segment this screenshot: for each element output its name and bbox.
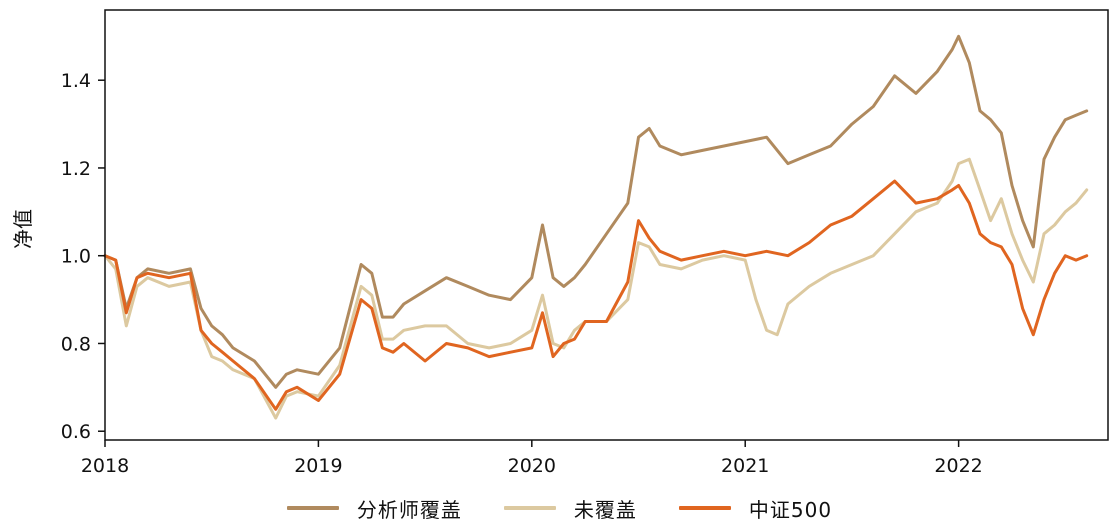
y-axis: 0.6 0.8 1.0 1.2 1.4 xyxy=(61,70,105,443)
legend-label: 分析师覆盖 xyxy=(356,497,462,522)
x-tick-label: 2022 xyxy=(934,455,982,477)
legend-label: 中证500 xyxy=(748,497,833,522)
x-tick-label: 2019 xyxy=(294,455,342,477)
x-axis: 2018 2019 2020 2021 2022 xyxy=(81,440,983,477)
plot-lines xyxy=(103,34,1089,420)
plot-frame xyxy=(104,9,1109,441)
legend-item: 中证500 xyxy=(678,494,833,523)
y-tick-label: 1.0 xyxy=(61,246,91,268)
legend-label: 未覆盖 xyxy=(573,497,637,522)
y-tick-label: 1.4 xyxy=(61,70,91,92)
y-tick-label: 0.8 xyxy=(61,333,91,355)
x-tick-label: 2020 xyxy=(508,455,556,477)
y-tick-label: 0.6 xyxy=(61,421,91,443)
legend: 分析师覆盖 未覆盖 中证500 xyxy=(0,488,1119,528)
series-line-1 xyxy=(103,34,1089,389)
line-chart: 0.6 0.8 1.0 1.2 1.4 2018 2019 2020 2021 2022 净值 xyxy=(11,9,1109,477)
x-tick-label: 2021 xyxy=(721,455,769,477)
y-tick-label: 1.2 xyxy=(61,158,91,180)
legend-swatch xyxy=(286,506,339,510)
legend-swatch xyxy=(503,506,556,510)
legend-swatch xyxy=(678,506,731,510)
legend-item: 分析师覆盖 xyxy=(286,494,462,523)
x-tick-label: 2018 xyxy=(81,455,129,477)
series-line-3 xyxy=(103,179,1089,411)
legend-item: 未覆盖 xyxy=(503,494,637,523)
y-axis-title: 净值 xyxy=(11,209,35,249)
